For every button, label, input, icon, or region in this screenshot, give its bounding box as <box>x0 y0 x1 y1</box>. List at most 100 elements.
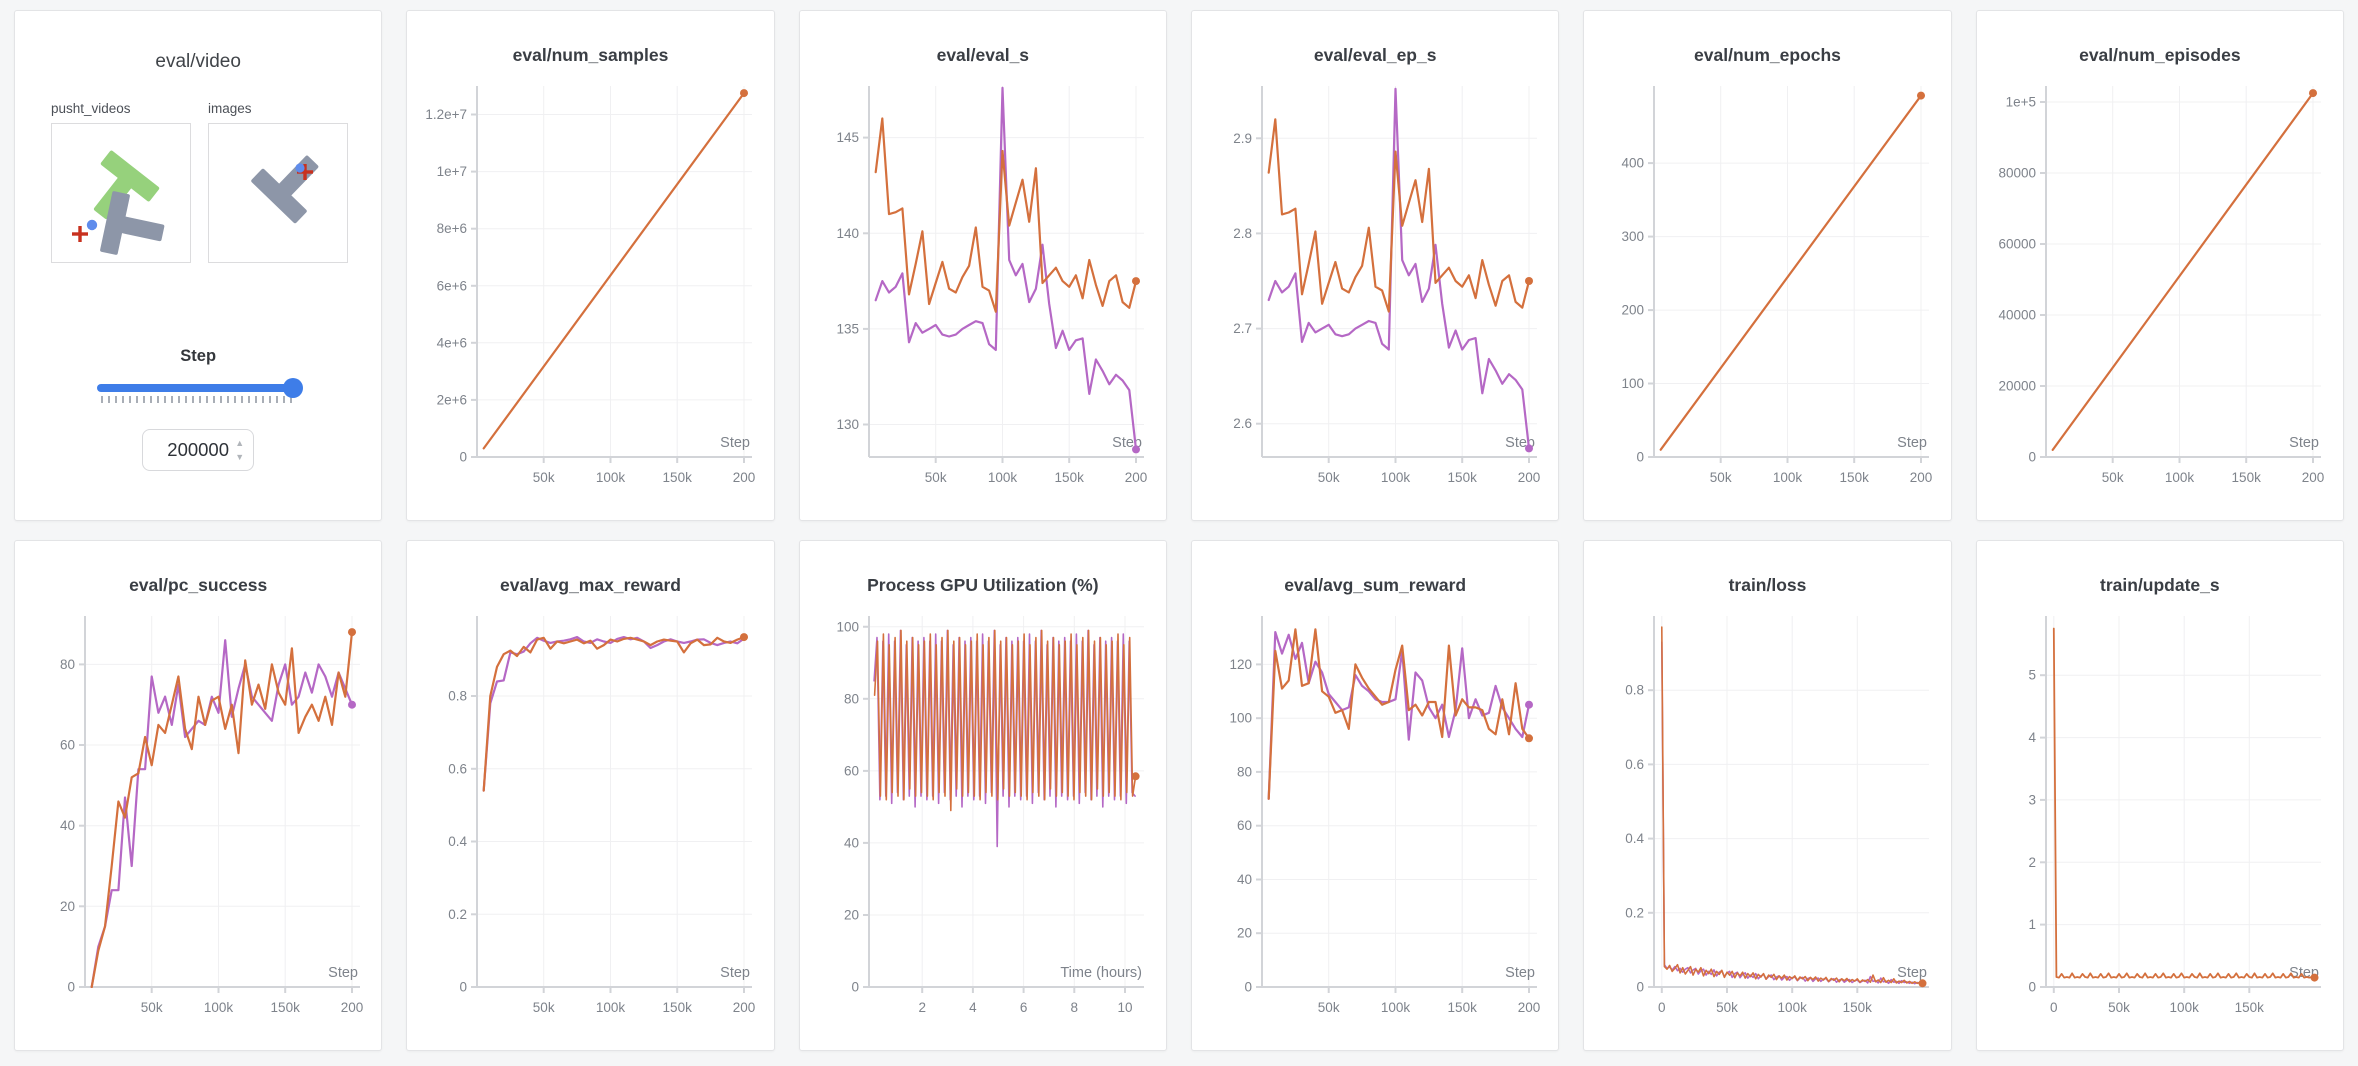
chart-panel-eval-num-samples: eval/num_samples 0 2e+6 4e+6 6e+6 8e+6 1e+7 1.… <box>406 10 775 521</box>
svg-text:40: 40 <box>60 818 75 833</box>
step-slider[interactable] <box>96 378 303 403</box>
svg-text:0: 0 <box>2029 980 2037 995</box>
images-thumbnail[interactable] <box>208 123 348 263</box>
chart-panel-train-update-s: train/update_s 0 1 2 3 4 5 0 50k 100k 150k Step <box>1975 540 2344 1051</box>
svg-text:80: 80 <box>1237 764 1252 779</box>
svg-text:8e+6: 8e+6 <box>437 221 467 236</box>
video-thumb-label: pusht_videos <box>51 101 131 116</box>
svg-text:20: 20 <box>1237 926 1252 941</box>
slider-handle[interactable] <box>282 378 303 398</box>
media-thumbnails: pusht_videos <box>51 101 381 263</box>
svg-text:80: 80 <box>60 657 75 672</box>
svg-text:50k: 50k <box>1710 470 1732 485</box>
svg-text:135: 135 <box>837 321 860 336</box>
svg-text:150k: 150k <box>663 470 693 485</box>
chart-eval-num-epochs[interactable]: 0 100 200 300 400 50k 100k 150k 200 Step <box>1596 74 1939 504</box>
svg-text:130: 130 <box>837 417 860 432</box>
svg-text:4e+6: 4e+6 <box>437 335 467 350</box>
svg-text:100k: 100k <box>1773 470 1803 485</box>
step-down-icon: ▼ <box>235 452 245 462</box>
svg-text:200: 200 <box>1517 470 1540 485</box>
chart-panel-eval-eval-ep-s: eval/eval_ep_s 2.6 2.7 2.8 2.9 50k 100k 150k 20… <box>1191 10 1560 521</box>
svg-text:0: 0 <box>1658 1000 1666 1015</box>
svg-text:150k: 150k <box>2235 1000 2265 1015</box>
svg-text:6e+6: 6e+6 <box>437 278 467 293</box>
stepper-arrows[interactable]: ▲ ▼ <box>235 436 244 464</box>
svg-text:0.2: 0.2 <box>1625 905 1644 920</box>
chart-train-loss[interactable]: 0 0.2 0.4 0.6 0.8 0 50k 100k 150k Step <box>1596 604 1939 1034</box>
panel-title: eval/num_epochs <box>1694 45 1841 65</box>
svg-text:0.4: 0.4 <box>448 834 467 849</box>
chart-eval-avg-sum-reward[interactable]: 0 20 40 60 80 100 120 50k 100k 150k 200 Step <box>1204 604 1547 1034</box>
panel-title: eval/eval_s <box>936 45 1030 65</box>
pusht-scene-image <box>72 150 165 255</box>
image-thumb-label: images <box>208 101 252 116</box>
chart-process-gpu-utilization[interactable]: 0 20 40 60 80 100 2 4 6 8 10 Time (hours) <box>811 604 1154 1034</box>
agent-dot <box>295 163 305 173</box>
panel-title: eval/pc_success <box>129 575 268 595</box>
chart-panel-eval-num-episodes: eval/num_episodes 0 20000 40000 60000 80000 1… <box>1975 10 2344 521</box>
svg-text:140: 140 <box>837 226 860 241</box>
pusht-video-thumbnail[interactable] <box>51 123 191 263</box>
panel-title: eval/video <box>155 51 241 72</box>
svg-text:200: 200 <box>340 1000 363 1015</box>
svg-text:400: 400 <box>1621 156 1644 171</box>
svg-text:150k: 150k <box>1447 470 1477 485</box>
svg-text:40000: 40000 <box>1999 308 2037 323</box>
svg-text:0: 0 <box>2029 450 2037 465</box>
svg-text:2: 2 <box>919 1000 927 1015</box>
svg-text:Step: Step <box>1897 435 1927 451</box>
svg-text:4: 4 <box>969 1000 977 1015</box>
svg-text:200: 200 <box>1125 470 1148 485</box>
svg-text:50k: 50k <box>140 1000 162 1015</box>
svg-text:200: 200 <box>1910 470 1933 485</box>
svg-text:120: 120 <box>1229 657 1252 672</box>
step-slider-label: Step <box>180 347 217 365</box>
svg-text:Step: Step <box>720 435 750 451</box>
chart-eval-num-episodes[interactable]: 0 20000 40000 60000 80000 1e+5 50k 100k 150k 200 S… <box>1988 74 2331 504</box>
svg-text:200: 200 <box>1621 303 1644 318</box>
svg-text:0.8: 0.8 <box>1625 683 1644 698</box>
svg-text:150k: 150k <box>1840 470 1870 485</box>
svg-text:150k: 150k <box>270 1000 300 1015</box>
slider-tick-marks <box>100 396 297 403</box>
panel-title: eval/avg_sum_reward <box>1284 575 1467 595</box>
chart-eval-pc-success[interactable]: 0 20 40 60 80 50k 100k 150k 200 Step <box>27 604 370 1034</box>
slider-track[interactable] <box>96 384 300 392</box>
panel-title: eval/num_episodes <box>2079 45 2241 65</box>
svg-text:2.9: 2.9 <box>1233 131 1252 146</box>
svg-text:8: 8 <box>1071 1000 1079 1015</box>
svg-text:100k: 100k <box>1381 470 1411 485</box>
svg-text:40: 40 <box>1237 872 1252 887</box>
svg-text:20: 20 <box>844 908 859 923</box>
svg-text:60: 60 <box>1237 818 1252 833</box>
chart-panel-eval-pc-success: eval/pc_success 0 20 40 60 80 50k 100k 150k 200 S… <box>14 540 383 1051</box>
step-number-input[interactable]: 200000 ▲ ▼ <box>142 429 255 471</box>
svg-text:150k: 150k <box>2232 470 2262 485</box>
svg-text:1.2e+7: 1.2e+7 <box>425 107 467 122</box>
svg-text:100k: 100k <box>2165 470 2195 485</box>
svg-text:2: 2 <box>2029 855 2037 870</box>
svg-text:2e+6: 2e+6 <box>437 392 467 407</box>
svg-text:200: 200 <box>1517 1000 1540 1015</box>
svg-text:145: 145 <box>837 130 860 145</box>
svg-text:60000: 60000 <box>1999 237 2037 252</box>
svg-text:2.6: 2.6 <box>1233 416 1252 431</box>
svg-text:150k: 150k <box>1055 470 1085 485</box>
svg-text:60: 60 <box>844 763 859 778</box>
svg-text:0: 0 <box>459 980 467 995</box>
svg-text:100k: 100k <box>596 1000 626 1015</box>
step-value[interactable]: 200000 <box>167 439 230 460</box>
chart-eval-num-samples[interactable]: 0 2e+6 4e+6 6e+6 8e+6 1e+7 1.2e+7 50k 100k 150k 20… <box>419 74 762 504</box>
svg-text:300: 300 <box>1621 229 1644 244</box>
svg-text:50k: 50k <box>1716 1000 1738 1015</box>
panel-title: eval/eval_ep_s <box>1313 45 1437 65</box>
svg-text:100k: 100k <box>596 470 626 485</box>
chart-eval-avg-max-reward[interactable]: 0 0.2 0.4 0.6 0.8 50k 100k 150k 200 Step <box>419 604 762 1034</box>
svg-text:20000: 20000 <box>1999 379 2037 394</box>
chart-panel-eval-num-epochs: eval/num_epochs 0 100 200 300 400 50k 100k 150k… <box>1583 10 1952 521</box>
svg-text:50k: 50k <box>2102 470 2124 485</box>
